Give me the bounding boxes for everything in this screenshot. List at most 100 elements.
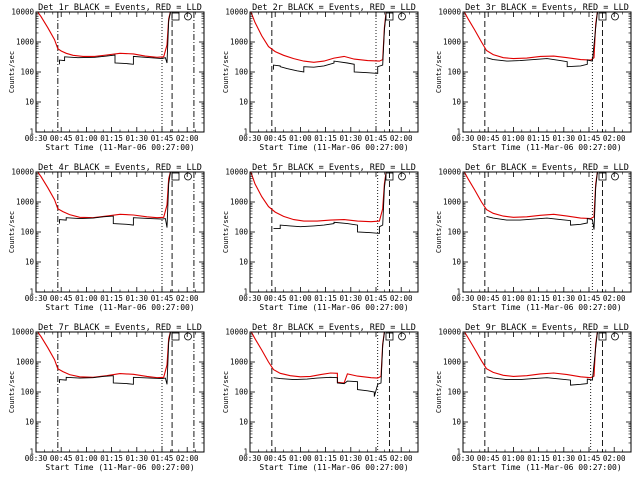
series-lld-line bbox=[37, 12, 171, 58]
plot-frame bbox=[249, 11, 419, 133]
y-tick-label: 10 bbox=[25, 258, 35, 267]
x-tick-label: 01:45 bbox=[365, 134, 388, 143]
y-tick-label: 10000 bbox=[225, 168, 248, 177]
legend-circle-icon bbox=[398, 172, 406, 181]
plot-frame bbox=[462, 171, 632, 293]
x-tick-label: 00:30 bbox=[25, 454, 48, 463]
y-tick-label: 1000 bbox=[230, 198, 249, 207]
plot-frame bbox=[35, 171, 205, 293]
y-tick-label: 10 bbox=[239, 418, 249, 427]
chart-title: Det 8r BLACK = Events, RED = LLD bbox=[252, 323, 416, 333]
y-tick-label: 1000 bbox=[16, 198, 35, 207]
y-tick-label: 1000 bbox=[443, 358, 462, 367]
series-events-line bbox=[59, 12, 171, 65]
y-tick-label: 1000 bbox=[16, 38, 35, 47]
x-tick-label: 00:30 bbox=[452, 454, 475, 463]
x-tick-label: 00:30 bbox=[452, 294, 475, 303]
x-tick-label: 01:15 bbox=[527, 294, 550, 303]
chart-panel-8: Det 8r BLACK = Events, RED = LLD 1 10 100 10… bbox=[222, 323, 419, 472]
x-tick-label: 01:15 bbox=[527, 134, 550, 143]
x-axis-label: Start Time (11-Mar-06 00:27:00) bbox=[259, 463, 408, 472]
x-tick-label: 00:45 bbox=[264, 454, 287, 463]
y-axis-label: Counts/sec bbox=[8, 211, 16, 253]
x-axis-label: Start Time (11-Mar-06 00:27:00) bbox=[472, 463, 621, 472]
y-tick-label: 10000 bbox=[225, 8, 248, 17]
x-tick-label: 01:15 bbox=[314, 454, 337, 463]
x-tick-label: 01:30 bbox=[126, 454, 149, 463]
legend-circle-icon bbox=[184, 172, 192, 181]
x-axis-label: Start Time (11-Mar-06 00:27:00) bbox=[259, 143, 408, 152]
y-tick-label: 1 bbox=[456, 288, 461, 297]
x-tick-label: 01:45 bbox=[151, 454, 174, 463]
series-events-line bbox=[59, 332, 171, 385]
y-tick-label: 10 bbox=[452, 258, 462, 267]
y-tick-label: 10000 bbox=[225, 328, 248, 337]
x-tick-label: 00:45 bbox=[50, 454, 73, 463]
legend-square-icon bbox=[598, 332, 607, 341]
x-tick-label: 00:30 bbox=[452, 134, 475, 143]
legend-circle-icon bbox=[611, 332, 619, 341]
x-tick-label: 01:30 bbox=[340, 294, 363, 303]
x-tick-label: 00:30 bbox=[25, 294, 48, 303]
legend-square-icon bbox=[171, 172, 180, 181]
legend-square-icon bbox=[171, 332, 180, 341]
y-tick-label: 10000 bbox=[11, 8, 34, 17]
x-tick-label: 02:00 bbox=[390, 454, 413, 463]
series-events-line bbox=[59, 172, 171, 228]
series-lld-line bbox=[37, 172, 171, 219]
series-events-line bbox=[273, 173, 387, 234]
y-tick-label: 1000 bbox=[443, 198, 462, 207]
x-tick-label: 02:00 bbox=[176, 134, 199, 143]
x-tick-label: 00:30 bbox=[25, 134, 48, 143]
x-tick-label: 00:45 bbox=[50, 294, 73, 303]
x-tick-label: 01:30 bbox=[553, 134, 576, 143]
chart-title: Det 7r BLACK = Events, RED = LLD bbox=[38, 323, 202, 333]
y-tick-label: 100 bbox=[234, 388, 248, 397]
series-lld-line bbox=[250, 12, 387, 63]
x-tick-label: 01:15 bbox=[100, 134, 123, 143]
y-axis-label: Counts/sec bbox=[222, 51, 230, 93]
x-tick-label: 02:00 bbox=[176, 294, 199, 303]
x-tick-label: 01:00 bbox=[502, 294, 525, 303]
series-lld-line bbox=[250, 332, 385, 384]
y-tick-label: 100 bbox=[447, 228, 461, 237]
x-tick-label: 01:00 bbox=[289, 134, 312, 143]
x-axis-label: Start Time (11-Mar-06 00:27:00) bbox=[45, 143, 194, 152]
series-events-line bbox=[273, 332, 385, 397]
y-tick-label: 10 bbox=[239, 258, 249, 267]
y-axis-label: Counts/sec bbox=[435, 211, 443, 253]
chart-title: Det 9r BLACK = Events, RED = LLD bbox=[465, 323, 629, 333]
x-tick-label: 01:30 bbox=[126, 294, 149, 303]
y-axis-label: Counts/sec bbox=[8, 51, 16, 93]
x-tick-label: 01:00 bbox=[75, 134, 98, 143]
series-lld-line bbox=[250, 172, 387, 223]
x-tick-label: 00:30 bbox=[239, 134, 262, 143]
y-tick-label: 1000 bbox=[443, 38, 462, 47]
legend-circle-icon bbox=[398, 12, 406, 21]
x-tick-label: 01:30 bbox=[340, 454, 363, 463]
x-tick-label: 02:00 bbox=[603, 134, 626, 143]
y-tick-label: 1000 bbox=[230, 38, 249, 47]
x-tick-label: 01:30 bbox=[126, 134, 149, 143]
x-tick-label: 01:00 bbox=[502, 134, 525, 143]
x-tick-label: 01:30 bbox=[553, 294, 576, 303]
series-events-line bbox=[273, 13, 387, 74]
x-tick-label: 01:45 bbox=[365, 454, 388, 463]
chart-panel-7: Det 7r BLACK = Events, RED = LLD 1 10 100 10… bbox=[8, 323, 205, 472]
chart-title: Det 5r BLACK = Events, RED = LLD bbox=[252, 163, 416, 173]
series-events-line bbox=[486, 12, 598, 68]
x-tick-label: 00:30 bbox=[239, 454, 262, 463]
x-tick-label: 02:00 bbox=[603, 454, 626, 463]
y-tick-label: 1000 bbox=[16, 358, 35, 367]
y-tick-label: 1 bbox=[29, 448, 34, 457]
x-tick-label: 00:30 bbox=[239, 294, 262, 303]
chart-panel-3: Det 3r BLACK = Events, RED = LLD 1 10 100 10… bbox=[435, 3, 632, 152]
plot-frame bbox=[35, 331, 205, 453]
y-tick-label: 100 bbox=[20, 388, 34, 397]
y-tick-label: 1 bbox=[243, 448, 248, 457]
x-tick-label: 01:00 bbox=[75, 294, 98, 303]
y-tick-label: 10000 bbox=[11, 168, 34, 177]
x-tick-label: 00:45 bbox=[477, 134, 500, 143]
y-tick-label: 10 bbox=[239, 98, 249, 107]
